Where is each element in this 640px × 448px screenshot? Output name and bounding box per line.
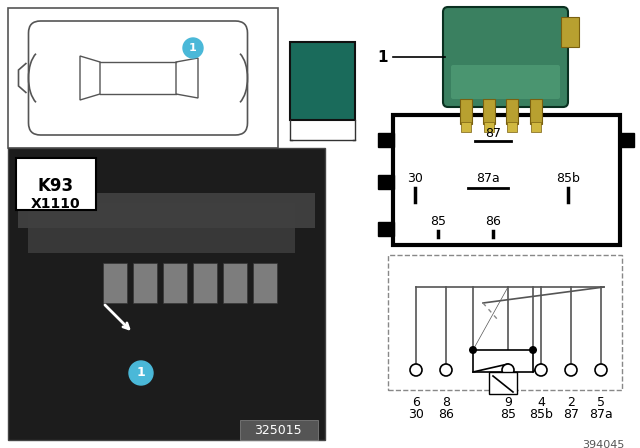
- Circle shape: [440, 364, 452, 376]
- Text: 87a: 87a: [589, 408, 613, 421]
- Text: 8: 8: [442, 396, 450, 409]
- Circle shape: [565, 364, 577, 376]
- Bar: [193, 263, 217, 303]
- Text: 85: 85: [500, 408, 516, 421]
- Text: 1: 1: [378, 49, 388, 65]
- Circle shape: [129, 361, 153, 385]
- Text: 6: 6: [412, 396, 420, 409]
- Bar: [253, 263, 277, 303]
- Text: 325015: 325015: [254, 423, 302, 436]
- Circle shape: [529, 346, 537, 354]
- Bar: [28, 203, 295, 253]
- FancyBboxPatch shape: [29, 21, 248, 135]
- Text: 30: 30: [407, 172, 423, 185]
- Bar: [489, 372, 517, 394]
- Bar: [16, 158, 96, 210]
- Circle shape: [595, 364, 607, 376]
- Bar: [8, 8, 278, 148]
- Text: 86: 86: [485, 215, 501, 228]
- Circle shape: [535, 364, 547, 376]
- Bar: [393, 115, 620, 245]
- Text: 2: 2: [567, 396, 575, 409]
- Bar: [561, 17, 579, 47]
- Text: K93: K93: [38, 177, 74, 195]
- Text: 85b: 85b: [556, 172, 580, 185]
- FancyBboxPatch shape: [451, 65, 560, 99]
- Text: 86: 86: [438, 408, 454, 421]
- Bar: [507, 122, 517, 132]
- Bar: [290, 42, 355, 120]
- Text: 87: 87: [563, 408, 579, 421]
- Text: 85: 85: [430, 215, 446, 228]
- Text: 87: 87: [485, 126, 501, 139]
- Bar: [18, 193, 315, 228]
- Bar: [240, 420, 318, 440]
- Bar: [223, 263, 247, 303]
- Bar: [461, 122, 471, 132]
- Circle shape: [183, 38, 203, 58]
- Bar: [506, 99, 518, 124]
- Bar: [484, 122, 494, 132]
- Text: X1110: X1110: [31, 197, 81, 211]
- Text: 4: 4: [537, 396, 545, 409]
- Bar: [8, 148, 325, 440]
- Bar: [133, 263, 157, 303]
- Bar: [388, 255, 622, 390]
- Circle shape: [469, 346, 477, 354]
- Circle shape: [410, 364, 422, 376]
- Bar: [483, 99, 495, 124]
- Circle shape: [502, 364, 514, 376]
- Bar: [530, 99, 542, 124]
- Bar: [460, 99, 472, 124]
- Bar: [163, 263, 187, 303]
- Text: 9: 9: [504, 396, 512, 409]
- Bar: [378, 222, 394, 236]
- Bar: [531, 122, 541, 132]
- Bar: [378, 133, 394, 147]
- Bar: [103, 263, 127, 303]
- Bar: [378, 175, 394, 189]
- Bar: [473, 350, 533, 372]
- Bar: [619, 133, 634, 147]
- Text: 5: 5: [597, 396, 605, 409]
- Text: 1: 1: [189, 43, 197, 53]
- Text: 1: 1: [136, 366, 145, 379]
- Text: 85b: 85b: [529, 408, 553, 421]
- Text: 87a: 87a: [476, 172, 500, 185]
- FancyBboxPatch shape: [443, 7, 568, 107]
- Text: 394045: 394045: [582, 440, 625, 448]
- Text: 30: 30: [408, 408, 424, 421]
